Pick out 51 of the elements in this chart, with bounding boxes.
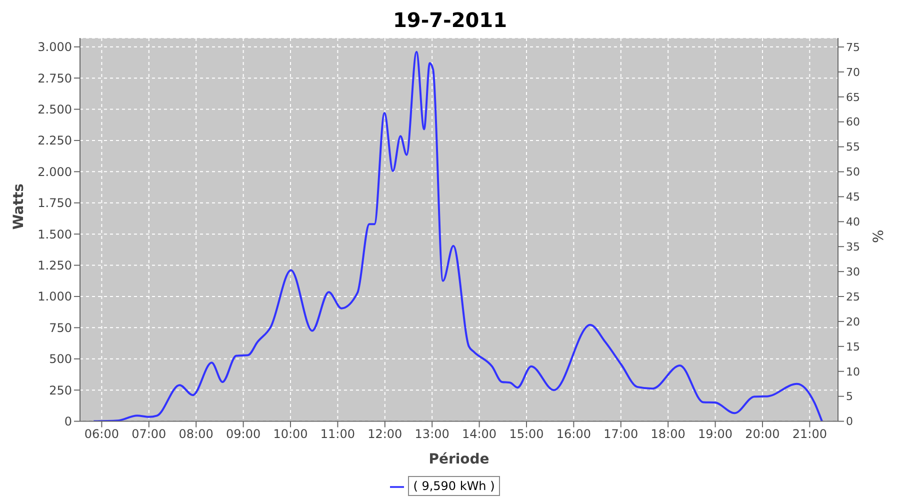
x-tick-label: 08:00 — [178, 426, 214, 441]
x-tick-label: 10:00 — [273, 426, 308, 441]
y-tick-label: 2.750 — [38, 71, 72, 86]
y-tick-label: 500 — [49, 352, 72, 366]
chart-title: 19-7-2011 — [392, 8, 508, 34]
y-tick-label: 2.500 — [38, 102, 72, 117]
y-tick-label: 250 — [49, 383, 72, 398]
x-axis-title: Période — [428, 451, 490, 468]
x-tick-label: 07:00 — [132, 426, 166, 441]
x-tick-label: 13:00 — [414, 426, 450, 441]
x-tick-label: 21:00 — [792, 426, 827, 441]
y-tick-label: 750 — [49, 320, 72, 335]
x-tick-label: 17:00 — [604, 426, 638, 441]
y2-tick-label: 10 — [846, 365, 860, 378]
y2-tick-label: 55 — [846, 140, 860, 154]
y2-tick-label: 60 — [846, 116, 860, 129]
legend-label: ( 9,590 kWh ) — [408, 476, 500, 496]
y2-tick-label: 50 — [846, 166, 860, 179]
y2-tick-label: 70 — [846, 66, 860, 79]
y2-tick-label: 5 — [846, 390, 853, 404]
y-tick-label: 0 — [64, 414, 72, 429]
x-tick-label: 11:00 — [320, 426, 355, 441]
y-tick-label: 1.250 — [38, 258, 72, 273]
y2-tick-label: 75 — [846, 40, 860, 54]
x-tick-label: 18:00 — [650, 426, 686, 441]
x-tick-label: 16:00 — [556, 426, 591, 441]
x-tick-label: 15:00 — [509, 426, 544, 441]
x-tick-label: 06:00 — [84, 426, 120, 441]
y-tick-label: 3.000 — [38, 40, 72, 54]
y-tick-label: 2.000 — [38, 164, 72, 179]
y2-tick-label: 0 — [846, 415, 853, 428]
x-tick-label: 09:00 — [226, 426, 261, 441]
y2-tick-label: 45 — [846, 190, 860, 204]
x-tick-label: 19:00 — [698, 426, 733, 441]
y2-tick-label: 35 — [846, 240, 860, 254]
y-tick-label: 2.250 — [38, 134, 72, 148]
y2-tick-label: 30 — [846, 265, 860, 278]
y-tick-label: 1.750 — [38, 196, 72, 210]
y2-tick-label: 25 — [846, 290, 860, 304]
x-tick-label: 14:00 — [462, 426, 497, 441]
line-series — [92, 50, 823, 422]
x-tick-label: 12:00 — [368, 426, 402, 441]
y-tick-label: 1.500 — [38, 227, 72, 242]
y2-tick-label: 20 — [846, 315, 860, 328]
y-tick-label: 1.000 — [38, 290, 72, 304]
y-axis-title: Watts — [10, 184, 27, 230]
y2-tick-label: 40 — [846, 216, 860, 229]
x-tick-label: 20:00 — [745, 426, 780, 441]
y2-tick-label: 15 — [846, 340, 860, 354]
y2-tick-label: 65 — [846, 90, 860, 104]
y2-axis-title: % — [870, 230, 887, 243]
